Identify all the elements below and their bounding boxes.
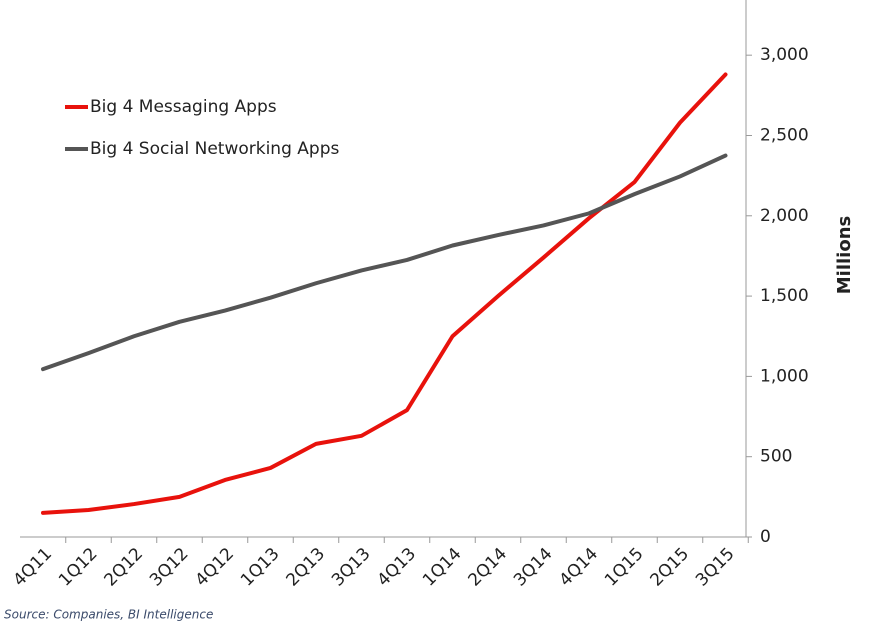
x-tick-label: 2Q13 bbox=[283, 544, 330, 591]
x-tick-label: 2Q15 bbox=[647, 544, 694, 591]
x-tick-label: 3Q14 bbox=[510, 544, 557, 591]
x-tick-label: 2Q14 bbox=[465, 544, 512, 591]
source: Source: Companies, BI Intelligence bbox=[4, 608, 213, 622]
legend-label: Big 4 Messaging Apps bbox=[90, 97, 277, 117]
x-tick-label: 2Q12 bbox=[101, 544, 148, 591]
x-tick-label: 3Q12 bbox=[146, 544, 193, 591]
x-tick-label: 1Q14 bbox=[419, 544, 466, 591]
x-tick-label: 3Q13 bbox=[328, 544, 375, 591]
y-tick-label: 2,500 bbox=[760, 125, 809, 145]
x-tick-label: 4Q14 bbox=[556, 544, 603, 591]
x-tick-label: 4Q13 bbox=[374, 544, 421, 591]
line bbox=[41, 153, 728, 372]
line bbox=[41, 72, 728, 515]
x-tick-label: 1Q12 bbox=[55, 544, 102, 591]
y-tick-label: 500 bbox=[760, 447, 792, 467]
y-tick-label: 1,000 bbox=[760, 366, 809, 386]
y-tick-label: 0 bbox=[760, 527, 771, 547]
y-tick-label: 2,000 bbox=[760, 206, 809, 226]
y-tick-label: 1,500 bbox=[760, 286, 809, 306]
x-tick-label: 4Q12 bbox=[192, 544, 239, 591]
x-tick-label: 3Q15 bbox=[692, 544, 739, 591]
x-tick-label: 1Q15 bbox=[601, 544, 648, 591]
x-tick-label: 1Q13 bbox=[237, 544, 284, 591]
x-tick-label: 4Q11 bbox=[10, 544, 57, 591]
legend-label: Big 4 Social Networking Apps bbox=[90, 139, 339, 159]
y-tick-label: 3,000 bbox=[760, 45, 809, 65]
y-axis-label: Millions bbox=[834, 216, 855, 295]
